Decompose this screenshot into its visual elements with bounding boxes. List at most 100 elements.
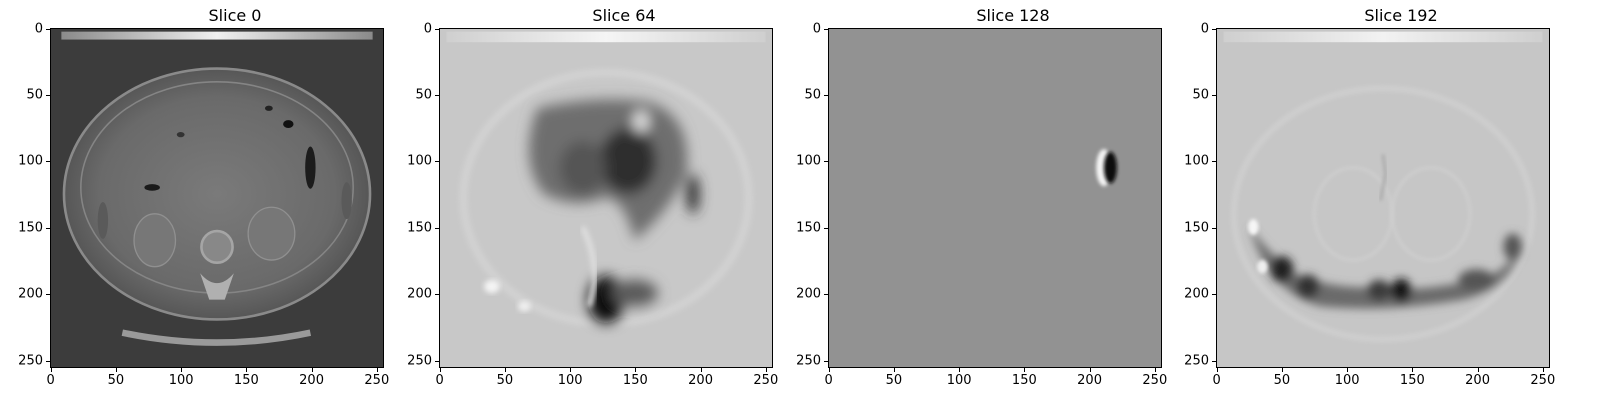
y-tick-mark <box>1212 161 1216 163</box>
panel-slice-128: Slice 128 0 50 100 150 200 250 0 50 100 150 200 250 <box>796 0 1198 400</box>
ct-slice-image <box>51 29 383 367</box>
y-tick-label: 200 <box>796 286 821 302</box>
x-tick-mark <box>635 368 637 372</box>
y-tick-label: 200 <box>407 286 432 302</box>
x-tick-mark <box>115 368 117 372</box>
x-tick-label: 200 <box>299 373 324 388</box>
y-tick-mark <box>1212 28 1216 30</box>
y-tick-label: 150 <box>1184 220 1209 236</box>
x-tick-mark <box>50 368 52 372</box>
x-tick-label: 50 <box>1273 373 1291 388</box>
x-tick-label: 150 <box>1011 373 1037 388</box>
panel-slice-64: Slice 64 <box>407 0 809 400</box>
x-tick-mark <box>700 368 702 372</box>
y-tick-label: 0 <box>34 21 43 37</box>
y-tick-label: 50 <box>804 87 821 103</box>
y-tick-label: 100 <box>18 153 43 169</box>
y-tick-label: 50 <box>415 87 432 103</box>
x-tick-label: 150 <box>622 373 648 388</box>
y-tick-label: 50 <box>26 87 43 103</box>
y-tick-label: 250 <box>1184 353 1209 369</box>
x-tick-label: 0 <box>1212 373 1221 388</box>
x-tick-label: 0 <box>435 373 444 388</box>
x-tick-label: 150 <box>233 373 259 388</box>
x-tick-label: 250 <box>1530 373 1556 388</box>
x-tick-label: 0 <box>46 373 55 388</box>
x-tick-label: 0 <box>824 373 833 388</box>
y-tick-mark <box>435 161 439 163</box>
y-tick-label: 100 <box>1184 153 1209 169</box>
x-tick-label: 100 <box>1334 373 1360 388</box>
x-tick-mark <box>376 368 378 372</box>
y-tick-label: 100 <box>796 153 821 169</box>
y-tick-mark <box>824 360 828 362</box>
y-tick-mark <box>46 294 50 296</box>
image-axes <box>1216 28 1550 368</box>
x-tick-mark <box>246 368 248 372</box>
x-tick-mark <box>765 368 767 372</box>
x-tick-label: 50 <box>496 373 514 388</box>
y-tick-label: 0 <box>1200 21 1209 37</box>
y-tick-mark <box>46 95 50 97</box>
y-tick-label: 150 <box>407 220 432 236</box>
y-tick-mark <box>435 294 439 296</box>
y-tick-label: 200 <box>18 286 43 302</box>
x-tick-mark <box>1347 368 1349 372</box>
y-tick-label: 250 <box>796 353 821 369</box>
y-tick-label: 250 <box>18 353 43 369</box>
x-tick-mark <box>439 368 441 372</box>
slice-image <box>829 29 1161 367</box>
y-tick-mark <box>46 360 50 362</box>
y-tick-mark <box>435 227 439 229</box>
x-tick-mark <box>311 368 313 372</box>
x-tick-label: 100 <box>557 373 583 388</box>
panel-slice-0: Slice 0 <box>18 0 420 400</box>
x-tick-label: 100 <box>168 373 194 388</box>
image-axes <box>439 28 773 368</box>
panel-title: Slice 0 <box>208 6 262 25</box>
y-tick-mark <box>1212 360 1216 362</box>
x-tick-label: 250 <box>753 373 779 388</box>
y-tick-mark <box>435 28 439 30</box>
y-tick-label: 150 <box>796 220 821 236</box>
y-tick-label: 250 <box>407 353 432 369</box>
y-tick-label: 0 <box>812 21 821 37</box>
y-tick-mark <box>824 161 828 163</box>
panel-slice-192: Slice 192 <box>1184 0 1586 400</box>
x-tick-mark <box>1412 368 1414 372</box>
panel-title: Slice 64 <box>592 6 656 25</box>
x-tick-label: 250 <box>1142 373 1168 388</box>
slice-image <box>440 29 772 367</box>
y-tick-mark <box>46 28 50 30</box>
y-tick-label: 0 <box>423 21 432 37</box>
x-tick-label: 150 <box>1399 373 1425 388</box>
y-tick-mark <box>46 161 50 163</box>
x-tick-mark <box>828 368 830 372</box>
y-tick-mark <box>824 227 828 229</box>
x-tick-label: 50 <box>885 373 903 388</box>
y-tick-label: 50 <box>1192 87 1209 103</box>
y-tick-mark <box>1212 294 1216 296</box>
x-tick-mark <box>1154 368 1156 372</box>
y-tick-mark <box>435 95 439 97</box>
x-tick-mark <box>1542 368 1544 372</box>
y-tick-mark <box>824 294 828 296</box>
y-tick-mark <box>824 28 828 30</box>
panel-title: Slice 128 <box>976 6 1050 25</box>
y-tick-label: 150 <box>18 220 43 236</box>
y-tick-mark <box>1212 95 1216 97</box>
y-tick-label: 100 <box>407 153 432 169</box>
slice-image <box>1217 29 1549 367</box>
y-tick-mark <box>435 360 439 362</box>
x-tick-mark <box>959 368 961 372</box>
x-tick-mark <box>1216 368 1218 372</box>
x-tick-mark <box>504 368 506 372</box>
x-tick-label: 200 <box>1465 373 1490 388</box>
x-tick-label: 200 <box>688 373 713 388</box>
x-tick-mark <box>1024 368 1026 372</box>
panel-title: Slice 192 <box>1364 6 1438 25</box>
x-tick-label: 100 <box>946 373 972 388</box>
y-tick-mark <box>1212 227 1216 229</box>
image-axes <box>50 28 384 368</box>
image-axes <box>828 28 1162 368</box>
